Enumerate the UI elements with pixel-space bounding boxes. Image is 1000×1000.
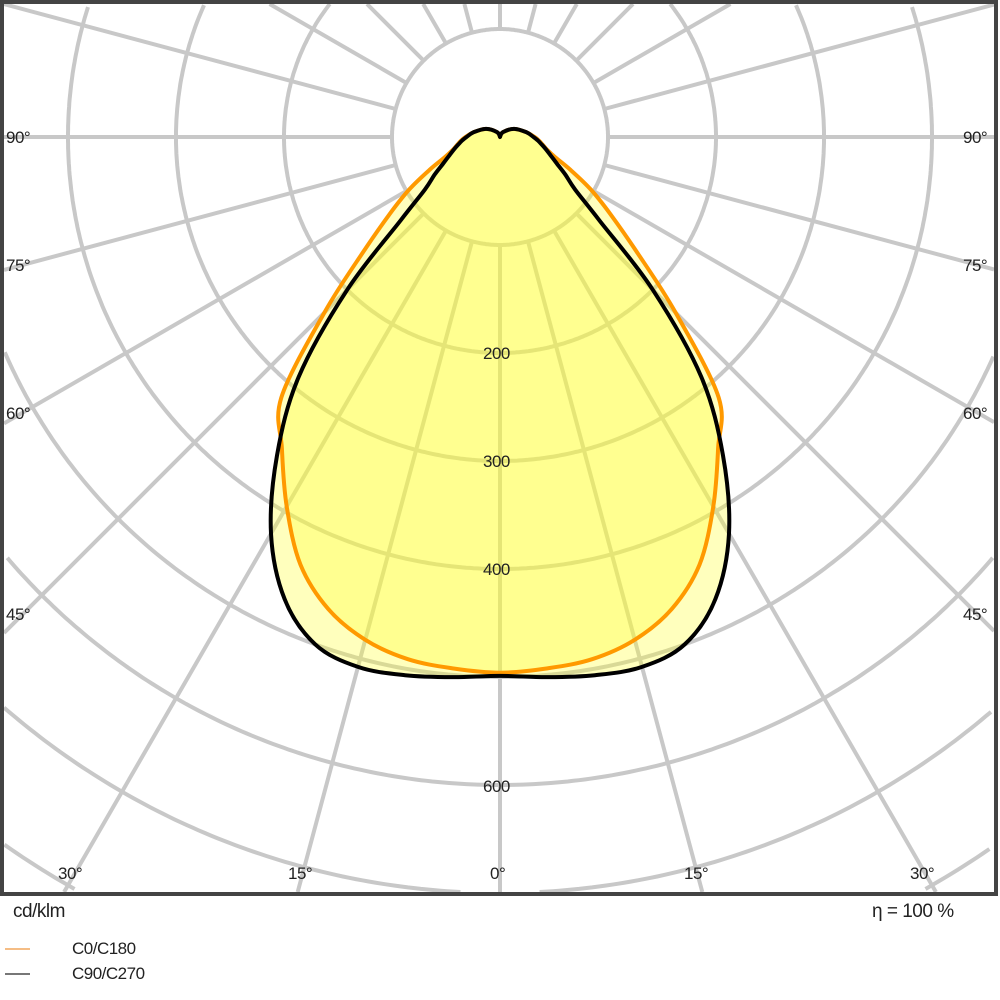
curve-c90-c270 [268, 126, 732, 680]
grid-spoke [268, 4, 408, 85]
radial-label-600: 600 [483, 777, 510, 796]
grid-spoke [4, 163, 397, 272]
grid-spoke [526, 4, 538, 34]
grid-spoke [552, 4, 579, 45]
legend-label-c0-c180: C0/C180 [72, 939, 136, 958]
angle-label-right-75: 75° [963, 256, 988, 275]
angle-label-right-45: 45° [963, 605, 988, 624]
grid-ring-700 [4, 706, 993, 892]
angle-label-right-90: 90° [963, 128, 988, 147]
unit-label: cd/klm [13, 901, 65, 922]
radial-label-400: 400 [483, 560, 510, 579]
grid-spoke [62, 229, 448, 892]
grid-ring-200 [282, 4, 718, 355]
efficiency-label: η = 100 % [872, 901, 954, 922]
grid-ring-800 [4, 843, 991, 891]
angle-label-bottom-30-right: 30° [910, 864, 935, 883]
angle-label-bottom-15-left: 15° [288, 864, 313, 883]
grid-ring-300 [174, 4, 826, 463]
radial-label-200: 200 [483, 344, 510, 363]
polar-grid [4, 4, 994, 892]
grid-spoke [526, 240, 705, 892]
grid-spoke [552, 229, 938, 892]
legend-swatch-c0-c180 [5, 948, 30, 950]
chart-frame [0, 0, 998, 896]
grid-spoke [603, 4, 994, 111]
angle-label-left-60: 60° [6, 404, 31, 423]
grid-ring-100 [390, 27, 610, 247]
radial-label-300: 300 [483, 452, 510, 471]
grid-spoke [592, 189, 994, 424]
angle-label-left-45: 45° [6, 605, 31, 624]
fill-c90-c270 [270, 128, 730, 678]
angle-label-bottom-30-left: 30° [58, 864, 83, 883]
grid-spoke [4, 4, 397, 111]
angle-label-right-60: 60° [963, 404, 988, 423]
grid-spoke [421, 4, 448, 45]
grid-spoke [574, 4, 635, 63]
intensity-curves [268, 126, 732, 680]
grid-spoke [462, 4, 474, 34]
grid-spoke [4, 189, 408, 426]
grid-spoke [295, 240, 474, 892]
grid-ring-600 [5, 556, 994, 787]
angle-label-bottom-15-right: 15° [684, 864, 709, 883]
grid-spoke [603, 163, 994, 272]
grid-spoke [365, 4, 426, 63]
fill-c0-c180 [278, 128, 722, 673]
grid-ring-400 [66, 6, 934, 571]
grid-spoke [592, 4, 732, 85]
angle-label-bottom-0: 0° [490, 864, 506, 883]
legend-label-c90-c270: C90/C270 [72, 964, 145, 983]
legend-swatch-c90-c270 [5, 973, 30, 975]
angle-label-left-75: 75° [6, 256, 31, 275]
angle-label-left-90: 90° [6, 128, 31, 147]
